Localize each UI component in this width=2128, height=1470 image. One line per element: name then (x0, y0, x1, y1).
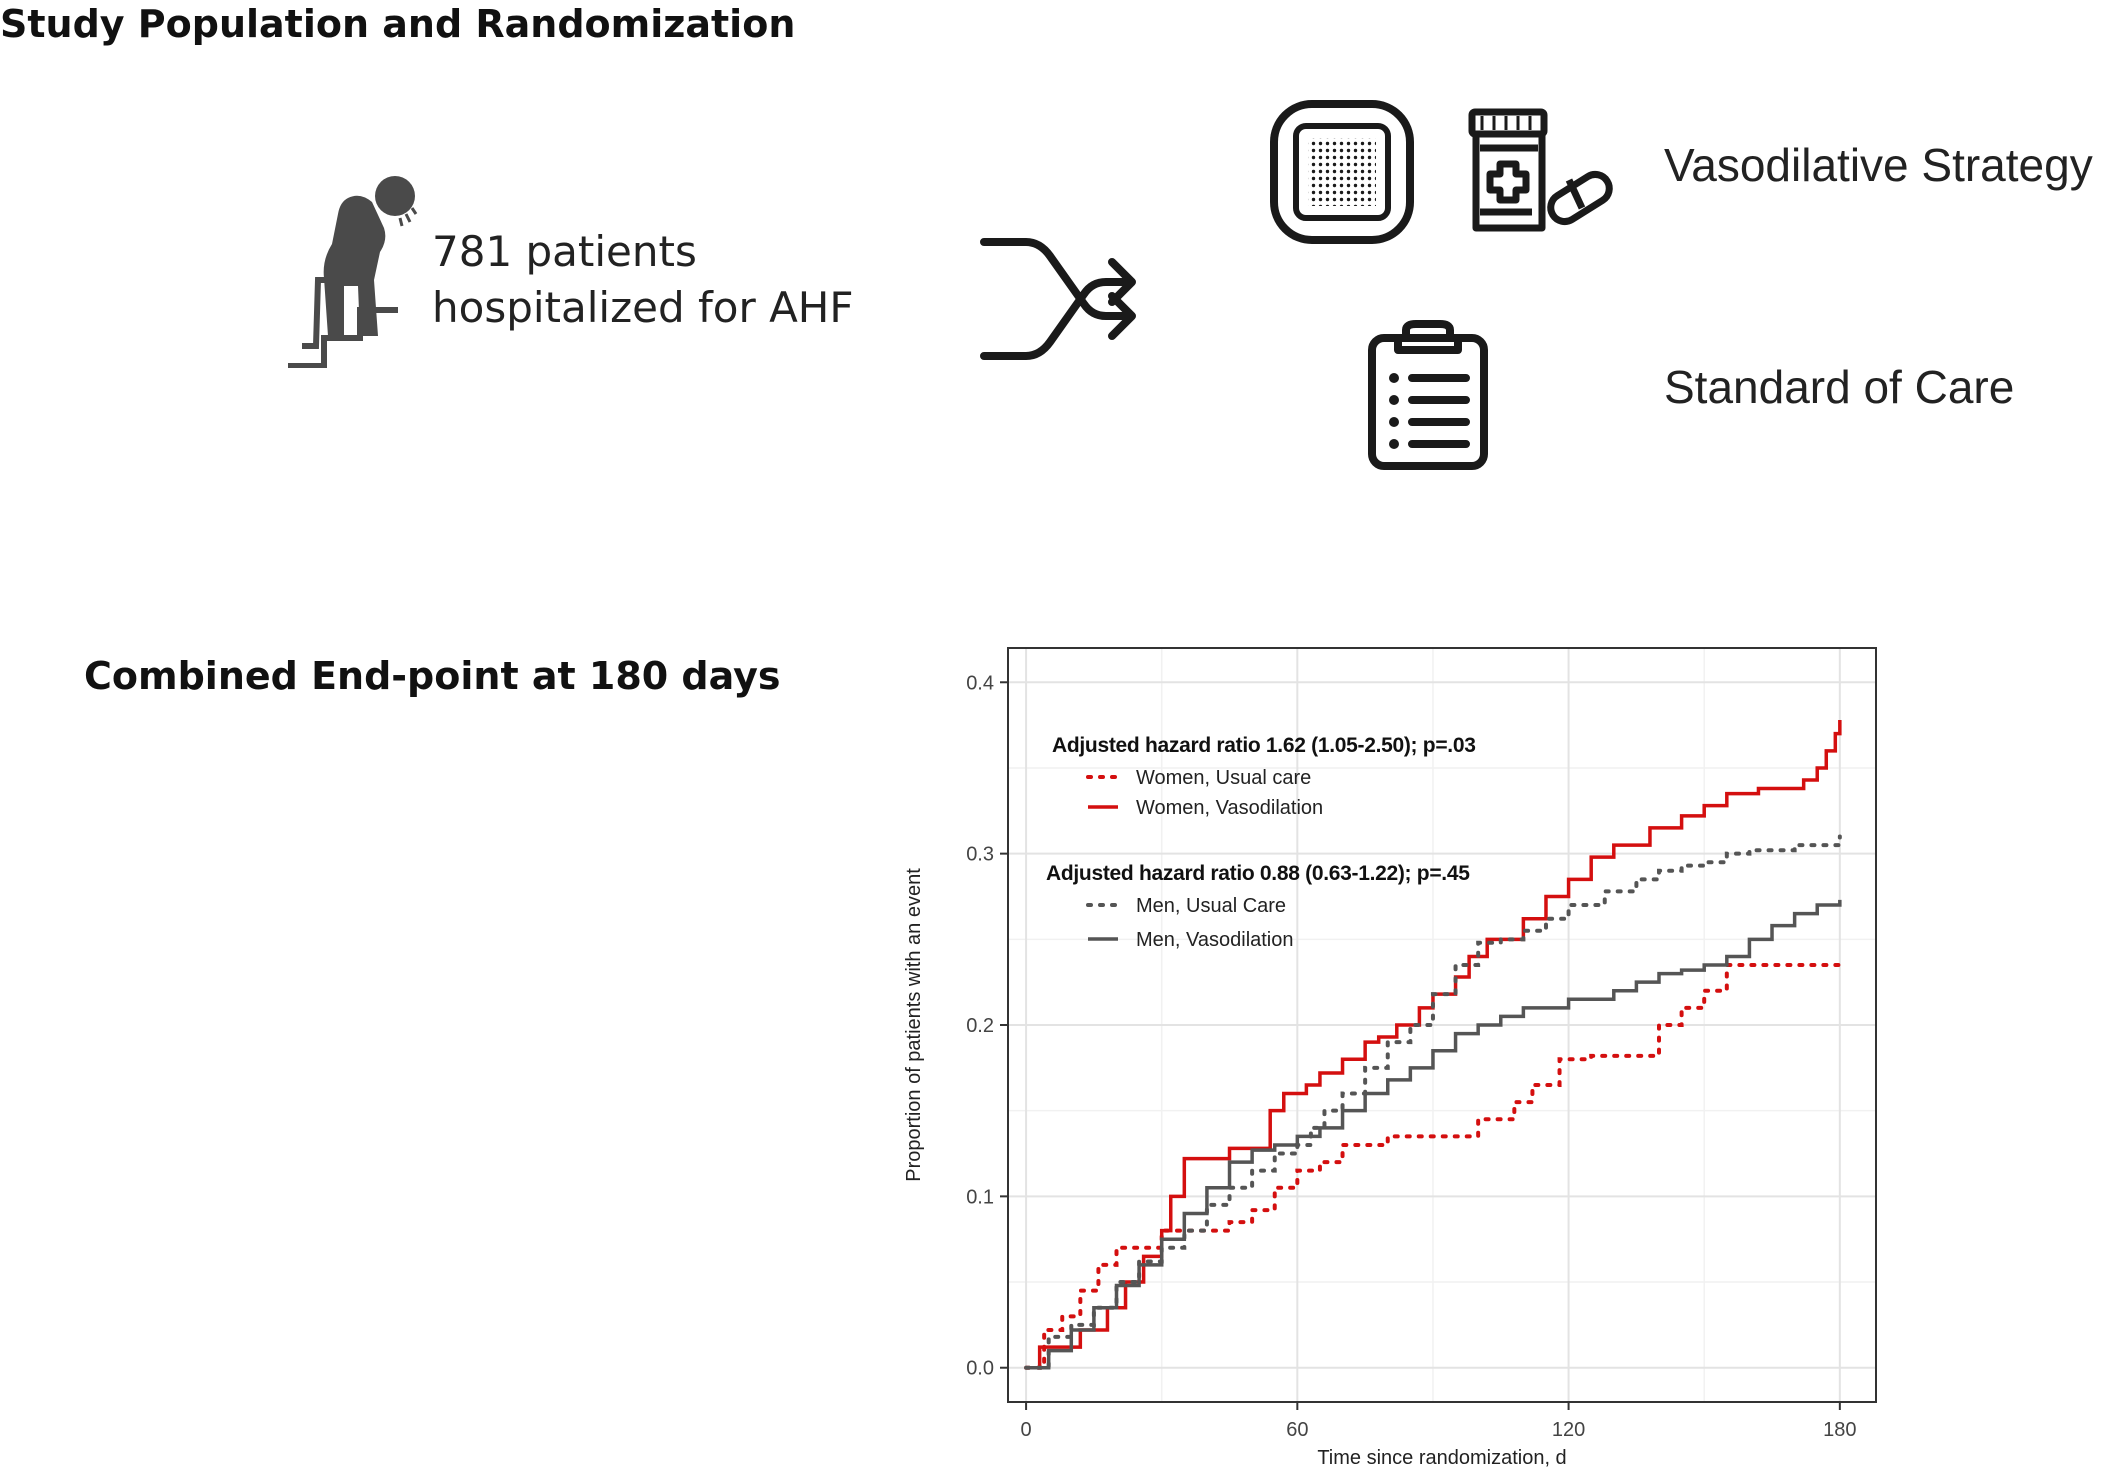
y-tick-label: 0.4 (966, 672, 994, 694)
y-tick-label: 0.2 (966, 1015, 994, 1037)
y-tick-label: 0.3 (966, 844, 994, 866)
series-line-women-usual-care (1024, 959, 1842, 1370)
patient-stairs-icon (288, 176, 418, 368)
x-axis-label: Time since randomization, d (1317, 1447, 1566, 1469)
y-tick-label: 0.0 (966, 1358, 994, 1380)
legend-entry-label: Women, Vasodilation (1136, 797, 1323, 819)
patch-icon (1270, 100, 1414, 244)
patients-count-line1: 781 patients (432, 227, 697, 276)
arm-label-vasodilative: Vasodilative Strategy (1664, 139, 2093, 191)
shuffle-randomize-icon (980, 238, 1136, 360)
y-tick-label: 0.1 (966, 1186, 994, 1208)
legend-entry-label: Men, Usual Care (1136, 895, 1286, 917)
chart-series-layer (1024, 719, 1842, 1370)
pill-bottle-icon (1468, 108, 1613, 232)
legend-entry-label: Men, Vasodilation (1136, 929, 1294, 951)
chart-grid (1008, 648, 1876, 1402)
section-title-study-population: Study Population and Randomization (0, 2, 796, 46)
series-line-men-usual-care (1024, 834, 1842, 1370)
x-tick-label: 180 (1823, 1419, 1856, 1441)
y-axis-label: Proportion of patients with an event (903, 868, 925, 1182)
chart-axes: 0 60 120 180 0.0 0.1 0.2 0.3 0.4 (966, 672, 1856, 1441)
x-tick-label: 60 (1286, 1419, 1308, 1441)
legend-header: Adjusted hazard ratio 1.62 (1.05-2.50); … (1052, 734, 1476, 757)
arm-label-standard-care: Standard of Care (1664, 361, 2015, 413)
km-chart: 0 60 120 180 0.0 0.1 0.2 0.3 0.4 Adjusted hazard… (903, 647, 1877, 1469)
x-tick-label: 0 (1021, 1419, 1032, 1441)
clipboard-icon (1368, 320, 1488, 470)
legend-entry-label: Women, Usual care (1136, 767, 1311, 789)
chart-legend: Adjusted hazard ratio 1.62 (1.05-2.50); … (1046, 734, 1476, 951)
x-tick-label: 120 (1552, 1419, 1585, 1441)
patients-count-line2: hospitalized for AHF (432, 283, 854, 332)
legend-header: Adjusted hazard ratio 0.88 (0.63-1.22); … (1046, 862, 1470, 885)
section-title-end-point: Combined End-point at 180 days (84, 654, 781, 698)
series-line-men-vasodilation (1026, 899, 1842, 1370)
